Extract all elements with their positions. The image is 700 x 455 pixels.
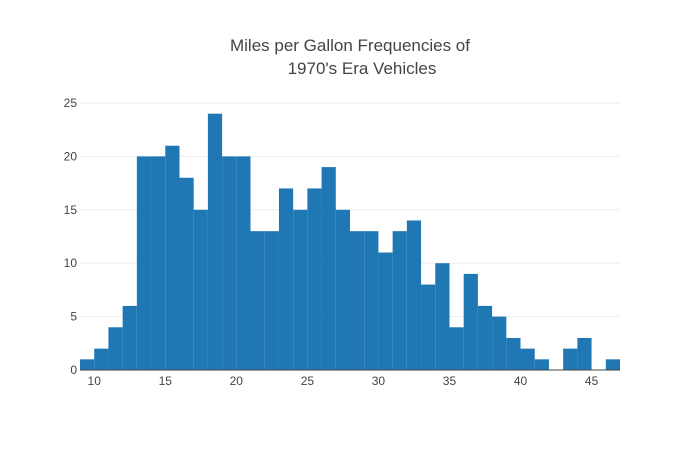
x-tick-label: 10 <box>88 374 102 388</box>
histogram-bar[interactable] <box>534 359 549 370</box>
x-tick-label: 40 <box>514 374 528 388</box>
histogram-bars <box>80 113 620 371</box>
histogram-bar[interactable] <box>605 359 620 370</box>
histogram-bar[interactable] <box>293 209 308 370</box>
x-tick-label: 15 <box>159 374 173 388</box>
histogram-bar[interactable] <box>193 209 208 370</box>
histogram-bar[interactable] <box>207 113 223 371</box>
histogram-bar[interactable] <box>179 177 194 370</box>
y-tick-label: 0 <box>70 363 77 377</box>
histogram-bar[interactable] <box>151 156 166 370</box>
histogram-bar[interactable] <box>449 327 464 370</box>
histogram-bar[interactable] <box>307 188 322 370</box>
x-tick-label: 35 <box>443 374 457 388</box>
histogram-bar[interactable] <box>335 209 350 370</box>
histogram-bar[interactable] <box>264 231 279 370</box>
y-tick-label: 20 <box>64 149 78 163</box>
histogram-bar[interactable] <box>563 348 578 370</box>
histogram-bar[interactable] <box>80 359 95 370</box>
chart-title: Miles per Gallon Frequencies of 1970's E… <box>230 36 470 78</box>
histogram-bar[interactable] <box>278 188 294 370</box>
histogram-bar[interactable] <box>392 231 407 370</box>
histogram-bar[interactable] <box>108 327 123 370</box>
chart-title-line-1: Miles per Gallon Frequencies of <box>230 36 470 55</box>
histogram-bar[interactable] <box>463 273 478 370</box>
histogram-bar[interactable] <box>250 231 265 370</box>
histogram-bar[interactable] <box>321 167 336 370</box>
histogram-bar[interactable] <box>222 156 237 370</box>
histogram-bar[interactable] <box>165 145 180 370</box>
y-tick-label: 10 <box>64 256 78 270</box>
histogram-bar[interactable] <box>435 263 450 370</box>
y-tick-label: 15 <box>64 203 78 217</box>
histogram-bar[interactable] <box>350 231 365 370</box>
y-tick-label: 5 <box>70 310 77 324</box>
x-tick-label: 45 <box>585 374 599 388</box>
x-tick-label: 30 <box>372 374 386 388</box>
histogram-bar[interactable] <box>378 252 393 370</box>
histogram-bar[interactable] <box>136 156 152 370</box>
x-tick-label: 25 <box>301 374 315 388</box>
histogram-bar[interactable] <box>577 337 592 370</box>
histogram-bar[interactable] <box>477 305 493 370</box>
axes: 0 5 10 15 20 25 10 15 20 25 30 35 40 45 <box>64 96 620 388</box>
histogram-bar[interactable] <box>122 305 137 370</box>
histogram-bar[interactable] <box>520 348 535 370</box>
histogram-bar[interactable] <box>492 316 507 370</box>
x-tick-label: 20 <box>230 374 244 388</box>
histogram-bar[interactable] <box>421 284 436 370</box>
histogram-bar[interactable] <box>94 348 109 370</box>
chart-title-line-2: 1970's Era Vehicles <box>288 59 437 78</box>
histogram-bar[interactable] <box>364 231 379 370</box>
histogram-bar[interactable] <box>406 220 422 370</box>
histogram-bar[interactable] <box>506 337 521 370</box>
histogram-bar[interactable] <box>236 156 251 370</box>
y-tick-label: 25 <box>64 96 78 110</box>
